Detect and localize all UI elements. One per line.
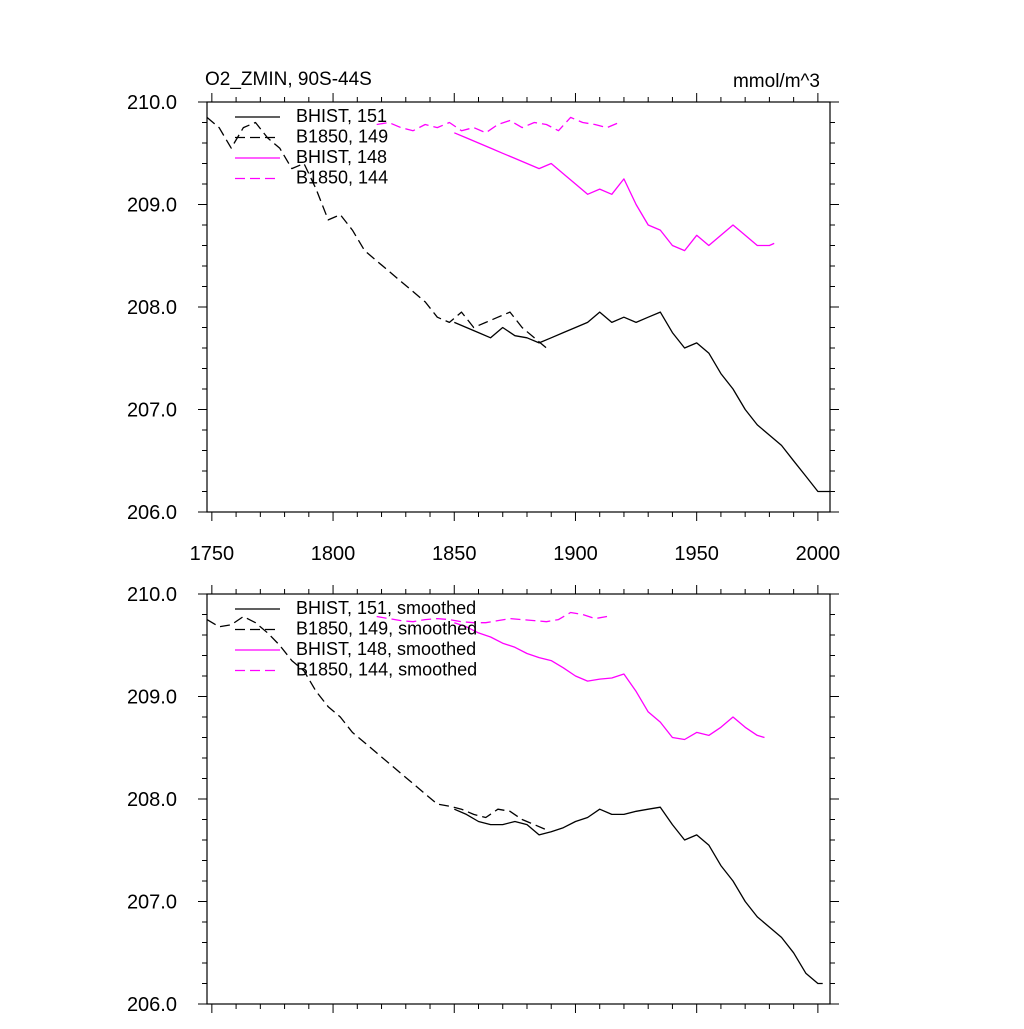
title-right: mmol/m^3	[733, 71, 820, 92]
legend-label-2: B1850, 149, smoothed	[296, 619, 477, 639]
title-left: O2_ZMIN, 90S-44S	[205, 69, 372, 90]
y-tick-label: 207.0	[127, 400, 177, 422]
series-line-3	[454, 132, 775, 252]
y-tick-label: 208.0	[127, 789, 177, 811]
y-tick-label: 206.0	[127, 994, 177, 1016]
legend-label-4: B1850, 144	[296, 168, 388, 188]
legend-label-4: B1850, 144, smoothed	[296, 660, 477, 680]
x-tick-label: 1900	[553, 543, 598, 565]
bottom-panel: 206.0 207.0 208.0 209.0 210.0 BHIST, 151, smo…	[127, 584, 839, 1016]
top-panel: 1750 1800 1850 1900 1950 2000 206.0 207.0 208.0 2…	[127, 92, 840, 565]
y-tick-label: 207.0	[127, 892, 177, 914]
series-line-1	[454, 806, 823, 985]
series-line-2	[206, 615, 547, 831]
x-tick-label: 1850	[432, 543, 477, 565]
x-tick-label: 1800	[311, 543, 356, 565]
x-tick-label: 2000	[796, 543, 841, 565]
series-line-1	[454, 311, 830, 493]
y-tick-label: 208.0	[127, 297, 177, 319]
x-tick-label: 1750	[190, 543, 235, 565]
y-tick-label: 210.0	[127, 92, 177, 114]
legend-label-3: BHIST, 148, smoothed	[296, 639, 476, 659]
y-tick-label: 206.0	[127, 502, 177, 524]
legend-label-1: BHIST, 151, smoothed	[296, 598, 476, 618]
y-tick-label: 210.0	[127, 584, 177, 606]
series-line-4	[376, 611, 608, 624]
series-line-4	[376, 116, 620, 134]
legend-label-1: BHIST, 151	[296, 106, 387, 126]
x-tick-label: 1950	[674, 543, 719, 565]
series-line-3	[454, 622, 765, 741]
y-tick-label: 209.0	[127, 687, 177, 709]
legend-label-2: B1850, 149	[296, 127, 388, 147]
y-tick-label: 209.0	[127, 195, 177, 217]
legend-label-3: BHIST, 148	[296, 147, 387, 167]
